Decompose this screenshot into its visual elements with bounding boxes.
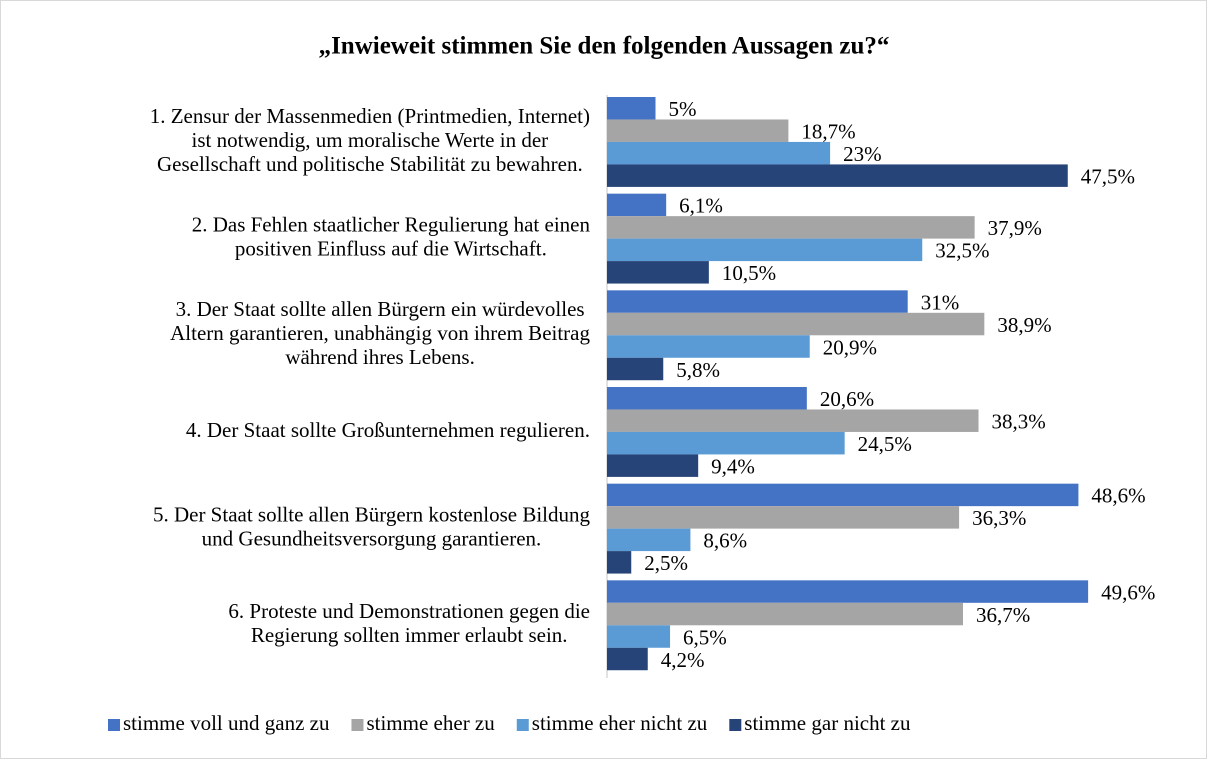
category-label: 5. Der Staat sollte allen Bürgern kosten… bbox=[153, 502, 591, 526]
bar bbox=[607, 141, 831, 165]
value-label: 47,5% bbox=[1081, 164, 1135, 188]
bar bbox=[607, 238, 923, 262]
legend-label: stimme gar nicht zu bbox=[744, 711, 911, 735]
bar bbox=[607, 193, 667, 217]
category-label: ist notwendig, um moralische Werte in de… bbox=[192, 128, 549, 152]
value-label: 38,9% bbox=[997, 313, 1051, 337]
value-label: 49,6% bbox=[1101, 580, 1155, 604]
value-label: 38,3% bbox=[992, 410, 1046, 434]
bar bbox=[607, 409, 979, 432]
bar bbox=[607, 506, 960, 529]
bar bbox=[607, 551, 632, 574]
legend-label: stimme eher zu bbox=[366, 711, 495, 735]
value-label: 6,1% bbox=[679, 194, 723, 218]
value-label: 18,7% bbox=[801, 120, 855, 144]
category-label: Regierung sollten immer erlaubt sein. bbox=[251, 623, 568, 647]
bar bbox=[607, 119, 789, 142]
value-label: 24,5% bbox=[858, 432, 912, 456]
bar bbox=[607, 357, 664, 381]
value-label: 10,5% bbox=[722, 261, 776, 285]
value-label: 20,9% bbox=[823, 335, 877, 359]
category-label: 3. Der Staat sollte allen Bürgern ein wü… bbox=[176, 297, 585, 321]
chart-title: „Inwieweit stimmen Sie den folgenden Aus… bbox=[319, 33, 890, 60]
legend-swatch bbox=[108, 719, 120, 731]
value-label: 5% bbox=[669, 97, 697, 121]
value-label: 4,2% bbox=[661, 648, 705, 672]
category-label: und Gesundheitsversorgung garantieren. bbox=[202, 526, 542, 550]
legend-swatch bbox=[729, 719, 742, 731]
value-label: 5,8% bbox=[676, 358, 720, 382]
category-label: Altern garantieren, unabhängig von ihrem… bbox=[170, 321, 590, 345]
value-label: 6,5% bbox=[683, 625, 727, 649]
bar bbox=[607, 164, 1068, 187]
legend-swatch bbox=[351, 719, 364, 731]
bar bbox=[607, 261, 709, 284]
bar bbox=[607, 97, 656, 120]
bar bbox=[607, 580, 1089, 603]
bar bbox=[607, 290, 908, 313]
bar bbox=[607, 431, 845, 455]
bar bbox=[607, 387, 807, 410]
category-label: 2. Das Fehlen staatlicher Regulierung ha… bbox=[192, 212, 591, 236]
category-label: Gesellschaft und politische Stabilität z… bbox=[157, 152, 583, 176]
category-label: 4. Der Staat sollte Großunternehmen regu… bbox=[186, 418, 590, 442]
category-label: positiven Einfluss auf die Wirtschaft. bbox=[235, 236, 547, 260]
bar bbox=[607, 647, 648, 671]
value-label: 36,7% bbox=[976, 603, 1030, 627]
category-label: während ihres Lebens. bbox=[285, 345, 475, 369]
value-label: 9,4% bbox=[711, 454, 755, 478]
value-label: 48,6% bbox=[1091, 484, 1145, 508]
bar bbox=[607, 312, 985, 336]
value-label: 8,6% bbox=[703, 529, 747, 553]
value-label: 32,5% bbox=[935, 239, 989, 263]
value-label: 23% bbox=[843, 142, 882, 166]
value-label: 20,6% bbox=[820, 387, 874, 411]
category-label: 6. Proteste und Demonstrationen gegen di… bbox=[228, 599, 590, 623]
bar bbox=[607, 454, 699, 477]
bar bbox=[607, 625, 671, 648]
legend-label: stimme voll und ganz zu bbox=[123, 711, 330, 735]
bar bbox=[607, 528, 691, 552]
bar bbox=[607, 216, 975, 239]
value-label: 31% bbox=[921, 290, 960, 314]
bar bbox=[607, 335, 810, 358]
value-label: 37,9% bbox=[988, 216, 1042, 240]
legend-label: stimme eher nicht zu bbox=[532, 711, 708, 735]
legend-swatch bbox=[516, 719, 529, 731]
category-label: 1. Zensur der Massenmedien (Printmedien,… bbox=[150, 104, 590, 128]
value-label: 2,5% bbox=[644, 551, 688, 575]
bar bbox=[607, 483, 1079, 507]
bar bbox=[607, 602, 963, 626]
value-label: 36,3% bbox=[972, 506, 1026, 530]
